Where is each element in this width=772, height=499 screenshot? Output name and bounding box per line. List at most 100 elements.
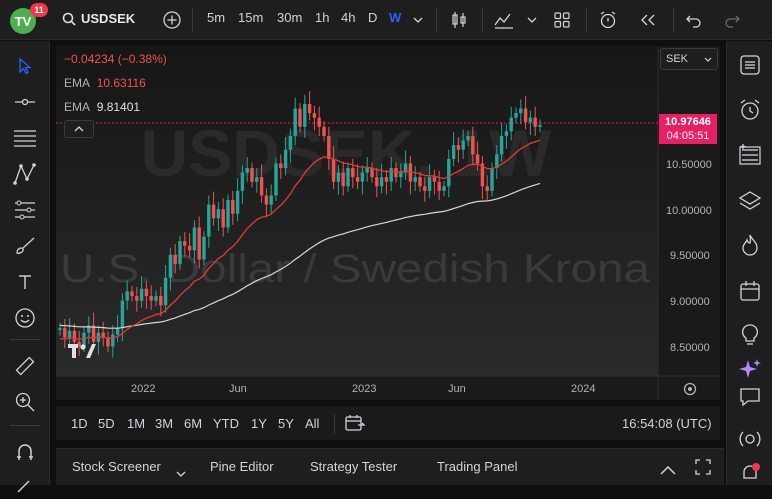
chevron-down-icon	[176, 471, 186, 477]
stock-screener-dropdown[interactable]	[176, 464, 186, 482]
indicators-dropdown-button[interactable]	[524, 8, 540, 32]
watchlist-button[interactable]	[736, 51, 764, 79]
candle-body	[202, 236, 206, 260]
expand-panel-button[interactable]	[660, 462, 676, 480]
notifications-button[interactable]	[736, 459, 764, 487]
interval-dropdown-button[interactable]	[410, 8, 426, 32]
pencil-tool-button[interactable]	[12, 473, 38, 499]
chart-type-button[interactable]	[447, 8, 471, 32]
maximize-panel-button[interactable]	[694, 458, 712, 481]
data-window-button[interactable]	[736, 141, 764, 169]
tab-trading-panel[interactable]: Trading Panel	[437, 459, 518, 474]
brush-tool-button[interactable]	[12, 233, 38, 259]
range-all[interactable]: All	[305, 416, 320, 431]
candle-body	[115, 328, 120, 335]
goto-date-button[interactable]	[344, 413, 366, 438]
interval-5m[interactable]: 5m	[207, 10, 226, 25]
trend-line-tool-button[interactable]	[12, 89, 38, 115]
ema-fast-legend[interactable]: EMA 10.63116	[64, 76, 146, 90]
candle-body	[149, 296, 153, 301]
drawing-toolbar	[0, 41, 50, 493]
range-ytd[interactable]: YTD	[213, 416, 239, 431]
cursor-tool-button[interactable]	[12, 53, 38, 79]
candle-body	[279, 163, 283, 168]
magnet-tool-button[interactable]	[12, 439, 38, 465]
hotlists-button[interactable]	[736, 231, 764, 259]
undo-button[interactable]	[682, 8, 706, 32]
measure-tool-button[interactable]	[12, 353, 38, 379]
candle-body	[427, 177, 432, 191]
last-price-tag: 10.97646 04:05:51	[659, 114, 717, 144]
interval-w[interactable]: W	[389, 10, 402, 25]
symbol-search-button[interactable]: USDSEK	[62, 11, 135, 26]
ruler-icon	[15, 356, 35, 376]
ideas-button[interactable]	[736, 321, 764, 349]
candle-body	[283, 149, 288, 168]
candle-body	[58, 328, 62, 330]
candle-body	[259, 177, 264, 196]
candle-body	[250, 168, 254, 182]
range-3m[interactable]: 3M	[155, 416, 174, 431]
candle-body	[413, 177, 417, 182]
candle-body	[288, 135, 293, 150]
tab-strategy-tester[interactable]: Strategy Tester	[310, 459, 398, 474]
ema-fast-value: 10.63116	[96, 76, 146, 90]
chart-pane[interactable]: USDSEK, 1W U.S. Dollar / Swedish Krona 1…	[56, 46, 720, 400]
tab-stock-screener[interactable]: Stock Screener	[72, 459, 161, 474]
notification-badge: 11	[30, 3, 48, 17]
sparkle-icon	[739, 359, 761, 378]
currency-select[interactable]: SEK	[660, 48, 718, 70]
object-tree-button[interactable]	[736, 187, 764, 215]
bar-countdown: 04:05:51	[666, 130, 710, 142]
fib-tool-button[interactable]	[12, 125, 38, 151]
range-5y[interactable]: 5Y	[278, 416, 294, 431]
help-button[interactable]	[736, 425, 764, 453]
interval-30m[interactable]: 30m	[277, 10, 303, 25]
replay-button[interactable]	[636, 8, 660, 32]
pattern-tool-button[interactable]	[12, 161, 38, 187]
interval-1h[interactable]: 1h	[315, 10, 330, 25]
candle-body	[163, 277, 168, 306]
flame-icon	[742, 234, 758, 256]
utc-clock[interactable]: 16:54:08 (UTC)	[622, 416, 712, 431]
range-5d[interactable]: 5D	[98, 416, 115, 431]
candle-body	[245, 168, 249, 173]
candle-body	[442, 186, 446, 191]
assistant-button[interactable]	[736, 355, 764, 383]
candle-body	[130, 291, 134, 297]
candle-body	[538, 124, 542, 127]
candle-body	[63, 328, 67, 338]
projection-tool-button[interactable]	[12, 197, 38, 223]
tab-pine-editor[interactable]: Pine Editor	[210, 459, 274, 474]
candle-body	[72, 330, 77, 342]
candle-body	[240, 172, 245, 191]
zoom-tool-button[interactable]	[12, 389, 38, 415]
indicators-button[interactable]	[492, 8, 516, 32]
candle-body	[365, 168, 369, 173]
scale-settings-button[interactable]	[683, 382, 697, 396]
chats-button[interactable]	[736, 383, 764, 411]
layout-button[interactable]	[550, 8, 574, 32]
price-chart[interactable]: USDSEK, 1W U.S. Dollar / Swedish Krona 1…	[56, 46, 720, 400]
interval-4h[interactable]: 4h	[341, 10, 356, 25]
alert-button[interactable]	[597, 8, 621, 32]
price-tick: 9.00000	[670, 296, 710, 308]
emoji-tool-button[interactable]	[12, 305, 38, 331]
range-1y[interactable]: 1Y	[251, 416, 267, 431]
range-6m[interactable]: 6M	[184, 416, 203, 431]
candle-body	[125, 291, 129, 301]
alerts-button[interactable]	[736, 96, 764, 124]
text-tool-button[interactable]	[12, 269, 38, 295]
range-1d[interactable]: 1D	[71, 416, 88, 431]
interval-d[interactable]: D	[368, 10, 378, 25]
magnet-icon	[17, 444, 33, 460]
candle-body	[523, 108, 528, 123]
time-label: 2023	[352, 383, 376, 395]
ema-slow-legend[interactable]: EMA 9.81401	[64, 100, 140, 114]
range-1m[interactable]: 1M	[127, 416, 146, 431]
redo-button[interactable]	[720, 8, 744, 32]
collapse-legend-button[interactable]	[64, 120, 94, 138]
compare-symbol-button[interactable]	[160, 8, 184, 32]
calendar-button[interactable]	[736, 277, 764, 305]
interval-15m[interactable]: 15m	[238, 10, 264, 25]
